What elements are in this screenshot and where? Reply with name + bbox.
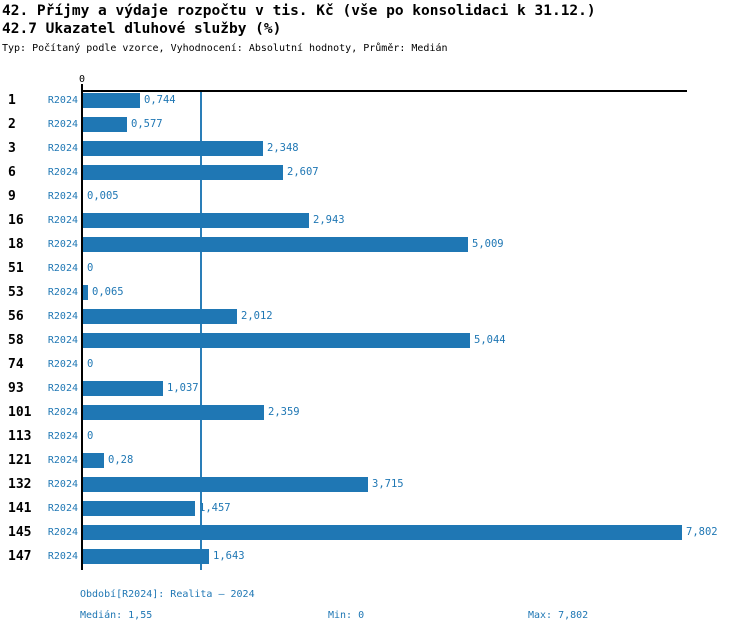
bar-value-label: 5,044 xyxy=(474,334,506,346)
x-axis-tick-zero-label: 0 xyxy=(78,74,86,85)
row-id-label: 58 xyxy=(8,333,24,348)
bar-value-label: 0,577 xyxy=(131,118,163,130)
row-id-label: 51 xyxy=(8,261,24,276)
bar xyxy=(83,117,127,132)
stat-max: Max: 7,802 xyxy=(528,610,589,621)
row-id-label: 6 xyxy=(8,165,16,180)
median-line xyxy=(200,92,202,570)
row-id-label: 18 xyxy=(8,237,24,252)
bar-value-label: 0,744 xyxy=(144,94,176,106)
row-id-label: 93 xyxy=(8,381,24,396)
bar-value-label: 0,065 xyxy=(92,286,124,298)
page-subtitle: 42.7 Ukazatel dluhové služby (%) xyxy=(2,21,282,37)
row-series-label: R2024 xyxy=(47,311,78,322)
row-id-label: 132 xyxy=(8,477,32,492)
row-id-label: 3 xyxy=(8,141,16,156)
row-series-label: R2024 xyxy=(47,431,78,442)
bar-value-label: 5,009 xyxy=(472,238,504,250)
row-series-label: R2024 xyxy=(47,95,78,106)
bar xyxy=(83,93,140,108)
bar xyxy=(83,453,104,468)
row-id-label: 9 xyxy=(8,189,16,204)
row-series-label: R2024 xyxy=(47,215,78,226)
row-series-label: R2024 xyxy=(47,455,78,466)
bar-value-label: 2,348 xyxy=(267,142,299,154)
period-legend: Období[R2024]: Realita – 2024 xyxy=(80,589,255,600)
row-series-label: R2024 xyxy=(47,359,78,370)
page-title: 42. Příjmy a výdaje rozpočtu v tis. Kč (… xyxy=(2,3,596,19)
bar xyxy=(83,165,283,180)
bar-value-label: 2,359 xyxy=(268,406,300,418)
bar xyxy=(83,333,470,348)
row-series-label: R2024 xyxy=(47,143,78,154)
y-axis-line xyxy=(81,84,83,570)
x-axis-line xyxy=(81,90,687,92)
row-id-label: 16 xyxy=(8,213,24,228)
bar xyxy=(83,381,163,396)
bar xyxy=(83,237,468,252)
bar-value-label: 1,643 xyxy=(213,550,245,562)
bar xyxy=(83,285,88,300)
row-id-label: 1 xyxy=(8,93,16,108)
bar xyxy=(83,549,209,564)
bar xyxy=(83,525,682,540)
bar-value-label: 0,005 xyxy=(87,190,119,202)
bar xyxy=(83,141,263,156)
row-series-label: R2024 xyxy=(47,191,78,202)
row-id-label: 101 xyxy=(8,405,32,420)
row-id-label: 145 xyxy=(8,525,32,540)
row-id-label: 147 xyxy=(8,549,32,564)
row-series-label: R2024 xyxy=(47,119,78,130)
bar-value-label: 1,037 xyxy=(167,382,199,394)
bar xyxy=(83,477,368,492)
bar-value-label: 0 xyxy=(87,262,94,274)
row-id-label: 113 xyxy=(8,429,32,444)
bar-value-label: 0 xyxy=(87,358,94,370)
row-series-label: R2024 xyxy=(47,335,78,346)
row-series-label: R2024 xyxy=(47,239,78,250)
row-series-label: R2024 xyxy=(47,551,78,562)
bar xyxy=(83,309,237,324)
row-series-label: R2024 xyxy=(47,383,78,394)
stat-min: Min: 0 xyxy=(328,610,365,621)
bar xyxy=(83,501,195,516)
row-series-label: R2024 xyxy=(47,263,78,274)
row-id-label: 74 xyxy=(8,357,24,372)
row-series-label: R2024 xyxy=(47,503,78,514)
bar-value-label: 2,607 xyxy=(287,166,319,178)
row-id-label: 56 xyxy=(8,309,24,324)
chart-meta-line: Typ: Počítaný podle vzorce, Vyhodnocení:… xyxy=(2,43,448,54)
bar xyxy=(83,213,309,228)
stat-median: Medián: 1,55 xyxy=(80,610,153,621)
row-series-label: R2024 xyxy=(47,527,78,538)
bar xyxy=(83,405,264,420)
row-series-label: R2024 xyxy=(47,167,78,178)
row-series-label: R2024 xyxy=(47,479,78,490)
bar-value-label: 0 xyxy=(87,430,94,442)
bar-value-label: 7,802 xyxy=(686,526,718,538)
row-series-label: R2024 xyxy=(47,407,78,418)
row-series-label: R2024 xyxy=(47,287,78,298)
bar-value-label: 1,457 xyxy=(199,502,231,514)
bar-value-label: 2,012 xyxy=(241,310,273,322)
row-id-label: 53 xyxy=(8,285,24,300)
row-id-label: 141 xyxy=(8,501,32,516)
row-id-label: 121 xyxy=(8,453,32,468)
bar-value-label: 3,715 xyxy=(372,478,404,490)
row-id-label: 2 xyxy=(8,117,16,132)
bar-value-label: 0,28 xyxy=(108,454,134,466)
bar-value-label: 2,943 xyxy=(313,214,345,226)
